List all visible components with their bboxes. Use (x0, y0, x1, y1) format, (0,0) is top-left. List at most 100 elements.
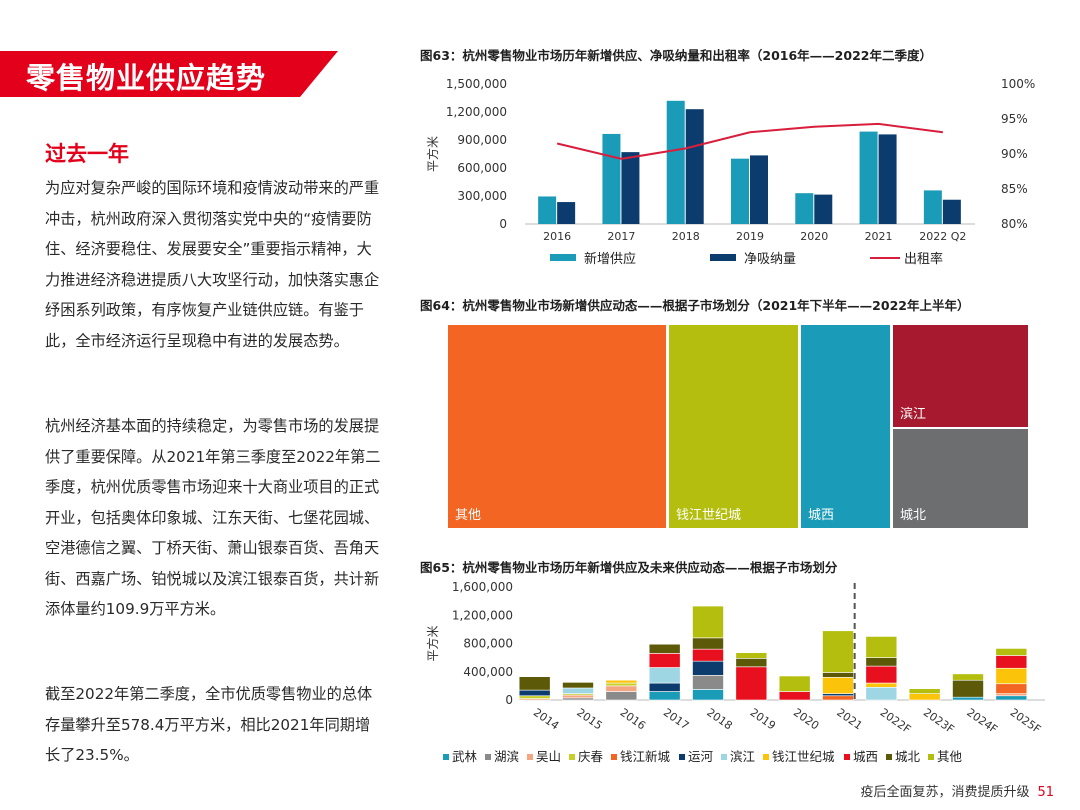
x-tick-label: 2018 (672, 230, 700, 243)
x-tick-label: 2017 (661, 706, 691, 733)
stacked-bar-segment (952, 673, 984, 681)
bar-new-supply (923, 190, 942, 224)
legend-swatch (710, 254, 736, 261)
stacked-bar-segment (908, 688, 941, 694)
stacked-bar-segment (865, 665, 898, 684)
x-tick-label: 2016 (618, 706, 648, 733)
x-tick-label: 2014 (531, 706, 561, 733)
y-tick-label: 900,000 (457, 133, 507, 147)
y2-tick-label: 100% (1001, 77, 1035, 91)
stacked-bar-segment (865, 657, 898, 667)
x-tick-label: 2022 Q2 (919, 230, 966, 243)
stacked-bar-segment (865, 682, 898, 688)
fig63-title: 图63：杭州零售物业市场历年新增供应、净吸纳量和出租率（2016年——2022年… (420, 48, 932, 63)
bar-net-absorption (557, 202, 576, 224)
x-tick-label: 2020 (800, 230, 828, 243)
stacked-bar-segment (648, 643, 681, 654)
stacked-bar-segment (648, 653, 681, 668)
page-number: 51 (1037, 785, 1054, 800)
y-tick-label: 1,200,000 (446, 105, 507, 119)
legend-swatch (679, 754, 685, 760)
stacked-bar-segment (822, 677, 854, 694)
bar-net-absorption (621, 152, 640, 224)
stacked-bar-segment (562, 687, 594, 694)
stacked-bar-segment (822, 630, 854, 673)
y-tick-label: 1,600,000 (452, 580, 513, 594)
y2-tick-label: 80% (1001, 217, 1028, 231)
bar-net-absorption (942, 199, 961, 224)
treemap-label-binjiang: 滨江 (900, 407, 927, 422)
y-axis-label: 平方米 (425, 136, 440, 172)
legend-label: 其他 (937, 749, 963, 764)
stacked-bar-segment (952, 696, 984, 701)
bar-new-supply (731, 158, 749, 224)
stacked-bar-segment (648, 682, 681, 692)
y-tick-label: 1,200,000 (452, 608, 513, 622)
stacked-bar-segment (518, 676, 551, 691)
legend-label: 湖滨 (494, 749, 520, 764)
legend-swatch (886, 754, 892, 760)
stacked-bar-segment (778, 691, 811, 701)
stacked-bar-segment (692, 674, 724, 690)
bar-net-absorption (878, 134, 897, 224)
stacked-bar-segment (735, 658, 768, 668)
bar-net-absorption (750, 155, 768, 224)
stacked-bar-segment (865, 636, 898, 658)
stacked-bar-segment (648, 667, 681, 684)
legend-label: 运河 (688, 749, 714, 764)
x-tick-label: 2021 (865, 230, 893, 243)
treemap-cell-qianjiang-century-city: 钱江世纪城 (669, 325, 798, 528)
page-footer: 疫后全面复苏，消费提质升级 51 (860, 781, 1054, 800)
stacked-bar-segment (822, 672, 854, 678)
y2-tick-label: 95% (1001, 112, 1028, 126)
x-tick-label: 2018 (704, 706, 734, 733)
stacked-bar-segment (518, 695, 551, 699)
stacked-bar-segment (735, 666, 768, 701)
y-tick-label: 400,000 (463, 665, 513, 679)
legend-swatch (763, 754, 769, 760)
stacked-bar-segment (605, 682, 638, 687)
stacked-bar-segment (952, 679, 984, 698)
legend-swatch (844, 754, 850, 760)
fig65-title: 图65：杭州零售物业市场历年新增供应及未来供应动态——根据子市场划分 (420, 560, 838, 575)
footer-text: 疫后全面复苏，消费提质升级 (860, 785, 1030, 800)
section-banner: 零售物业供应趋势 (0, 51, 338, 97)
x-tick-label: 2022F (878, 706, 914, 736)
treemap-label-qianjiang-century-city: 钱江世纪城 (676, 508, 742, 523)
x-tick-label: 2023F (921, 706, 957, 736)
legend-swatch (611, 754, 617, 760)
treemap-label-chengxi: 城西 (808, 508, 835, 523)
treemap-label-chengbei: 城北 (900, 508, 927, 523)
legend-label: 净吸纳量 (744, 252, 796, 267)
legend-label: 武林 (452, 749, 478, 764)
bar-net-absorption (814, 194, 833, 224)
legend-swatch (928, 754, 934, 760)
stacked-bar-segment (735, 652, 768, 659)
stacked-bar-segment (995, 667, 1028, 685)
bar-new-supply (538, 196, 557, 224)
stacked-bar-segment (692, 637, 724, 650)
bar-new-supply (795, 193, 814, 224)
stacked-bar-segment (995, 693, 1028, 697)
legend-label: 钱江新城 (620, 749, 671, 764)
y-tick-label: 0 (505, 693, 513, 707)
stacked-bar-segment (562, 682, 594, 689)
stacked-bar-segment (562, 697, 594, 701)
stacked-bar-segment (822, 695, 854, 701)
stacked-bar-segment (692, 648, 724, 662)
stacked-bar-segment (605, 685, 638, 692)
legend-swatch (443, 754, 449, 760)
treemap-cell-chengxi: 城西 (801, 325, 890, 528)
paragraph-1: 为应对复杂严峻的国际环境和疫情波动带来的严重冲击，杭州政府深入贯彻落实党中央的“… (45, 179, 380, 350)
stacked-bar-segment (562, 694, 594, 699)
stacked-bar-segment (995, 655, 1028, 669)
fig63-chart: 0 300,000 600,000 900,000 1,200,000 1,500,000… (425, 77, 1035, 267)
legend-label: 出租率 (904, 251, 943, 267)
y-tick-label: 0 (499, 217, 507, 231)
fig65-chart: 0 400,000 800,000 1,200,000 1,600,000 平方米 2014… (425, 580, 1045, 764)
x-tick-label: 2017 (607, 230, 635, 243)
y2-tick-label: 85% (1001, 182, 1028, 196)
y-axis-label: 平方米 (425, 625, 440, 661)
treemap-cell-other: 其他 (448, 325, 666, 528)
bar-new-supply (859, 131, 878, 224)
